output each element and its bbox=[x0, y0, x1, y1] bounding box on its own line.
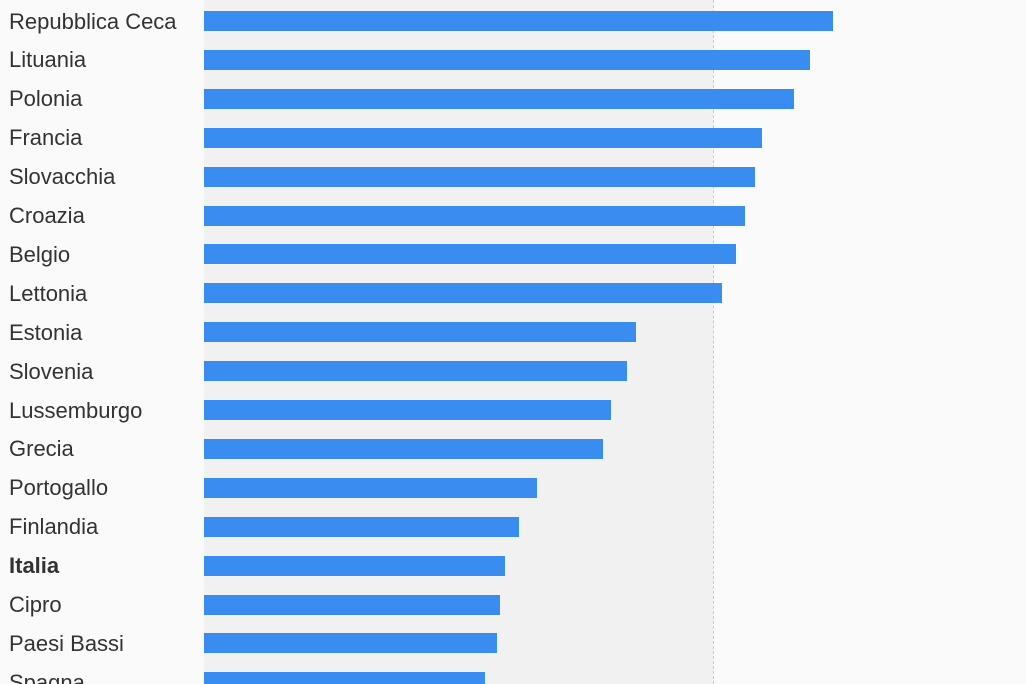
bar bbox=[204, 88, 795, 109]
category-label: Lituania bbox=[9, 47, 87, 73]
bar bbox=[204, 594, 501, 615]
bar bbox=[204, 516, 519, 537]
category-label: Portogallo bbox=[9, 475, 109, 501]
category-label: Cipro bbox=[9, 592, 62, 617]
category-label: Lussemburgo bbox=[9, 397, 143, 423]
bar bbox=[204, 477, 537, 498]
bar bbox=[204, 555, 506, 576]
bar bbox=[204, 49, 811, 70]
bar bbox=[204, 438, 604, 459]
category-label: Spagna bbox=[9, 669, 85, 684]
bar bbox=[204, 166, 755, 187]
category-label: Slovacchia bbox=[9, 164, 116, 190]
bar bbox=[204, 361, 627, 382]
category-label: Repubblica Ceca bbox=[9, 8, 177, 34]
category-label: Paesi Bassi bbox=[9, 630, 124, 656]
bar bbox=[204, 322, 637, 343]
category-label: Francia bbox=[9, 125, 83, 151]
bar bbox=[204, 400, 611, 420]
bar bbox=[204, 633, 498, 654]
category-label: Slovenia bbox=[9, 358, 94, 384]
bar bbox=[204, 244, 736, 265]
bar bbox=[204, 205, 746, 226]
category-label: Finlandia bbox=[9, 514, 99, 540]
reference-line bbox=[713, 0, 714, 684]
category-label: Lettonia bbox=[9, 280, 88, 306]
bar bbox=[204, 11, 833, 31]
bar bbox=[204, 127, 762, 148]
bar bbox=[204, 283, 723, 304]
category-label: Estonia bbox=[9, 319, 83, 345]
category-label: Croazia bbox=[9, 203, 85, 228]
category-label: Italia bbox=[9, 553, 60, 579]
bar bbox=[204, 672, 485, 684]
category-label: Belgio bbox=[9, 241, 71, 267]
category-label: Grecia bbox=[9, 436, 74, 462]
category-label: Polonia bbox=[9, 86, 83, 112]
